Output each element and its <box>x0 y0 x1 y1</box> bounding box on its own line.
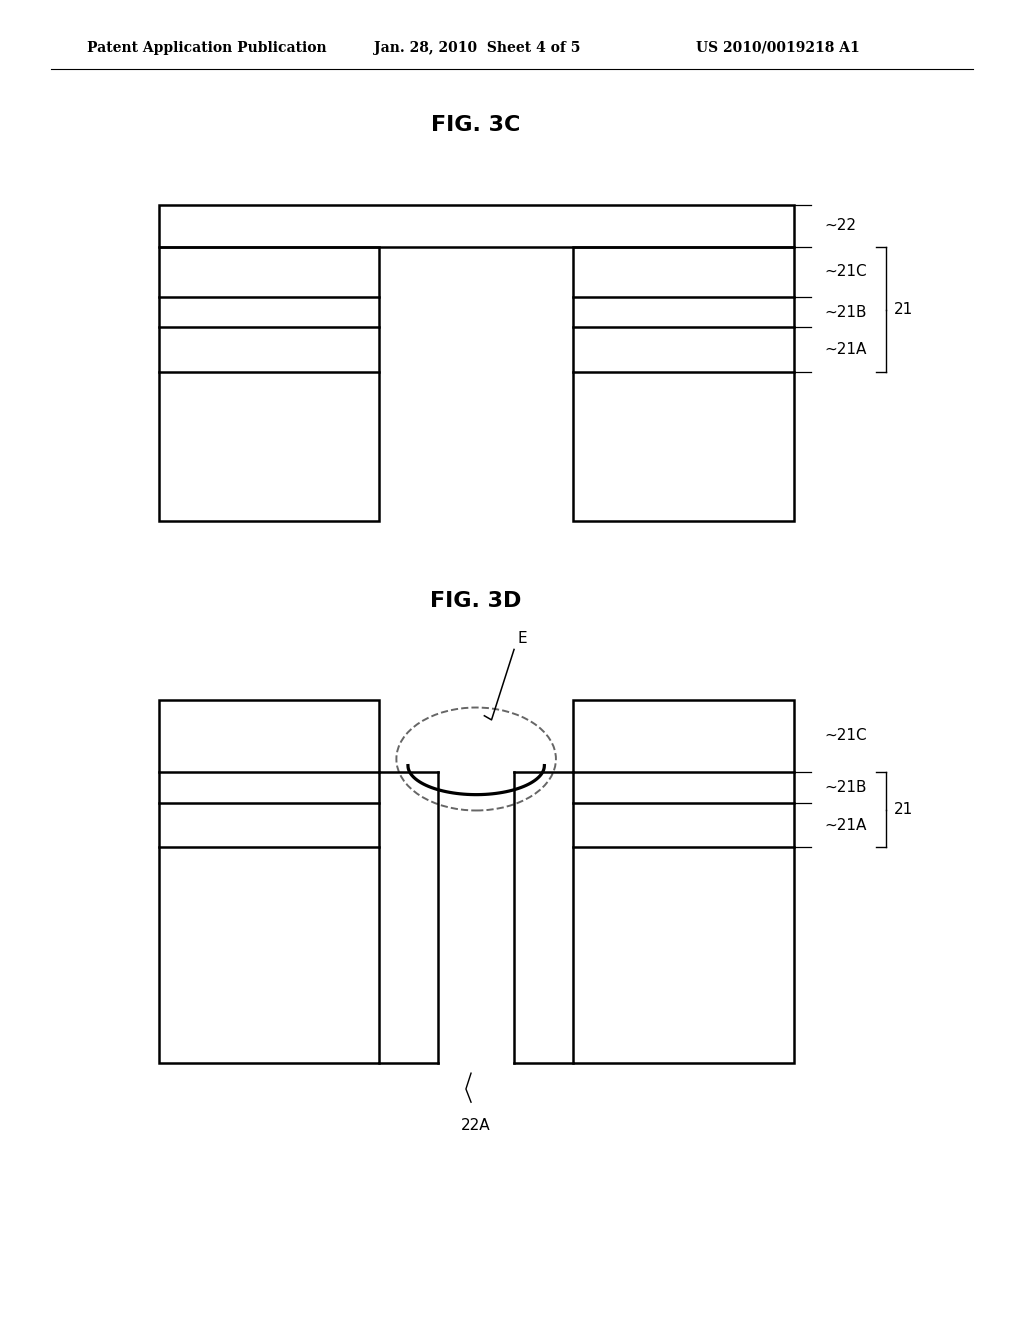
Text: FIG. 3D: FIG. 3D <box>430 590 522 611</box>
Text: ~21B: ~21B <box>824 305 867 319</box>
Text: ~21C: ~21C <box>824 729 867 743</box>
Text: E: E <box>517 631 526 647</box>
Text: ~21A: ~21A <box>824 817 866 833</box>
Text: 21: 21 <box>894 803 913 817</box>
Text: ~22: ~22 <box>824 218 856 234</box>
Text: Patent Application Publication: Patent Application Publication <box>87 41 327 54</box>
Text: ~21B: ~21B <box>824 780 867 795</box>
Text: ~21C: ~21C <box>824 264 867 280</box>
Text: Jan. 28, 2010  Sheet 4 of 5: Jan. 28, 2010 Sheet 4 of 5 <box>374 41 581 54</box>
Text: 21: 21 <box>894 302 913 317</box>
Text: ~21A: ~21A <box>824 342 866 358</box>
Text: 22A: 22A <box>462 1118 490 1133</box>
Text: US 2010/0019218 A1: US 2010/0019218 A1 <box>696 41 860 54</box>
Text: FIG. 3C: FIG. 3C <box>431 115 521 136</box>
